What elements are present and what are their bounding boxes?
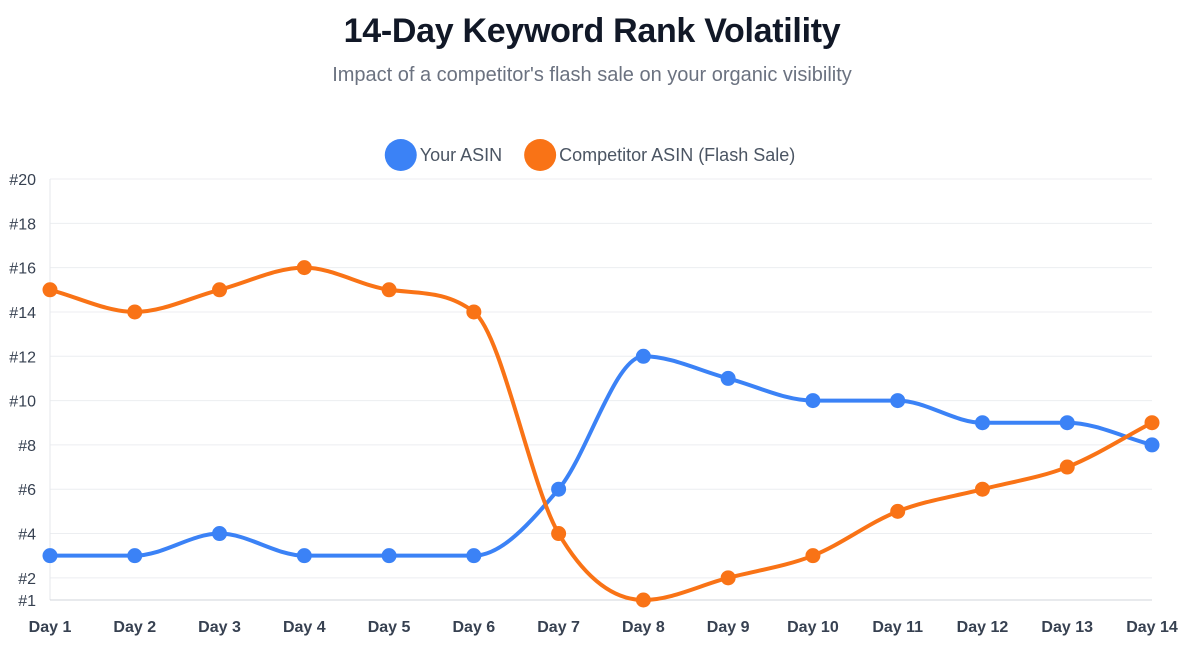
y-tick-label: #4 [18,527,36,544]
data-point[interactable] [42,282,58,298]
series-line [48,354,1154,558]
data-point[interactable] [974,481,990,497]
legend-label: Your ASIN [420,145,502,165]
y-tick-label: #6 [18,482,36,499]
data-point[interactable] [212,282,228,298]
data-point[interactable] [296,260,312,276]
data-point[interactable] [805,393,821,409]
data-point[interactable] [720,370,736,386]
y-tick-label: #20 [9,172,36,189]
x-tick-label: Day 8 [622,619,665,636]
data-point[interactable] [212,526,228,542]
legend-item[interactable]: Competitor ASIN (Flash Sale) [524,139,795,171]
grid-lines [50,178,1152,579]
data-point[interactable] [127,304,143,320]
legend-label: Competitor ASIN (Flash Sale) [559,145,795,165]
x-tick-label: Day 4 [283,619,326,636]
y-tick-label: #18 [9,216,36,233]
x-tick-label: Day 10 [787,619,839,636]
data-point[interactable] [1059,459,1075,475]
y-tick-label: #8 [18,438,36,455]
axes [49,179,1152,601]
legend: Your ASIN Competitor ASIN (Flash Sale) [384,139,795,171]
data-point[interactable] [381,548,397,564]
series-competitor-asin [42,260,1160,608]
x-tick-label: Day 14 [1126,619,1178,636]
data-point[interactable] [805,548,821,564]
series-line [48,265,1154,602]
y-tick-label: #10 [9,394,36,411]
data-point[interactable] [551,481,567,497]
data-point[interactable] [974,415,990,431]
x-tick-label: Day 12 [957,619,1009,636]
x-tick-label: Day 3 [198,619,241,636]
y-tick-label: #14 [9,305,36,322]
data-point[interactable] [890,393,906,409]
data-point[interactable] [551,526,567,542]
data-point[interactable] [1059,415,1075,431]
data-point[interactable] [466,548,482,564]
legend-swatch [384,139,417,171]
x-tick-label: Day 7 [537,619,580,636]
data-point[interactable] [635,348,651,364]
series-lines [42,260,1160,608]
data-point[interactable] [1144,437,1160,453]
data-point[interactable] [42,548,58,564]
series-your-asin [42,348,1160,564]
data-point[interactable] [466,304,482,320]
chart-subtitle: Impact of a competitor's flash sale on y… [332,64,852,86]
data-point[interactable] [1144,415,1160,431]
x-axis-ticks: Day 1 Day 2 Day 3 Day 4 Day 5 Day 6 Day 7 Day 8… [29,619,1178,636]
x-tick-label: Day 13 [1041,619,1093,636]
x-tick-label: Day 9 [707,619,750,636]
y-axis-ticks: #1 #2 #4 #6 #8 #10 #12 #14 #16 #18 #20 [9,172,36,610]
data-point[interactable] [296,548,312,564]
data-point[interactable] [890,503,906,519]
x-tick-label: Day 6 [452,619,495,636]
data-point[interactable] [635,592,651,608]
y-tick-label: #2 [18,571,36,588]
x-tick-label: Day 11 [872,619,923,636]
data-point[interactable] [720,570,736,586]
x-tick-label: Day 1 [29,619,72,636]
chart-title: 14-Day Keyword Rank Volatility [343,12,841,50]
x-tick-label: Day 2 [113,619,156,636]
legend-swatch [524,139,557,171]
legend-item[interactable]: Your ASIN [384,139,502,171]
x-tick-label: Day 5 [368,619,411,636]
data-point[interactable] [381,282,397,298]
y-tick-label: #12 [9,349,36,366]
y-tick-label: #1 [18,593,36,610]
data-point[interactable] [127,548,143,564]
y-tick-label: #16 [9,261,36,278]
